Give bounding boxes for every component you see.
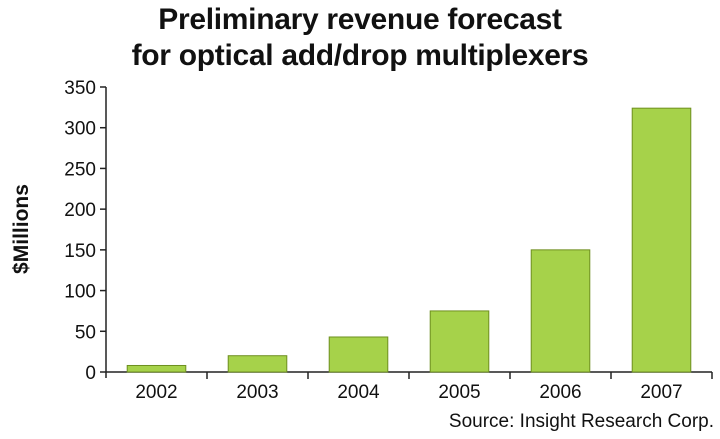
- chart-title: Preliminary revenue forecast: [158, 3, 562, 36]
- y-tick-label: 150: [64, 241, 96, 262]
- bar: [328, 336, 389, 373]
- x-tick-label: 2005: [438, 382, 480, 403]
- bar: [631, 107, 692, 373]
- x-tick-label: 2004: [337, 382, 380, 403]
- y-tick-label: 350: [64, 78, 96, 99]
- y-tick-label: 200: [64, 200, 96, 221]
- y-tick-label: 50: [75, 322, 96, 343]
- x-tick-label: 2003: [236, 382, 278, 403]
- bar: [530, 249, 591, 373]
- bar: [227, 355, 288, 373]
- y-tick-label: 300: [64, 119, 96, 140]
- x-tick-label: 2007: [640, 382, 682, 403]
- y-tick-label: 100: [64, 282, 96, 303]
- x-tick-label: 2002: [135, 382, 177, 403]
- x-tick-label: 2006: [539, 382, 581, 403]
- bar: [429, 310, 490, 373]
- source-note: Source: Insight Research Corp.: [448, 411, 714, 432]
- bar: [126, 364, 187, 373]
- y-tick-label: 250: [64, 159, 96, 180]
- chart-subtitle: for optical add/drop multiplexers: [131, 39, 589, 72]
- y-tick-label: 0: [85, 363, 96, 384]
